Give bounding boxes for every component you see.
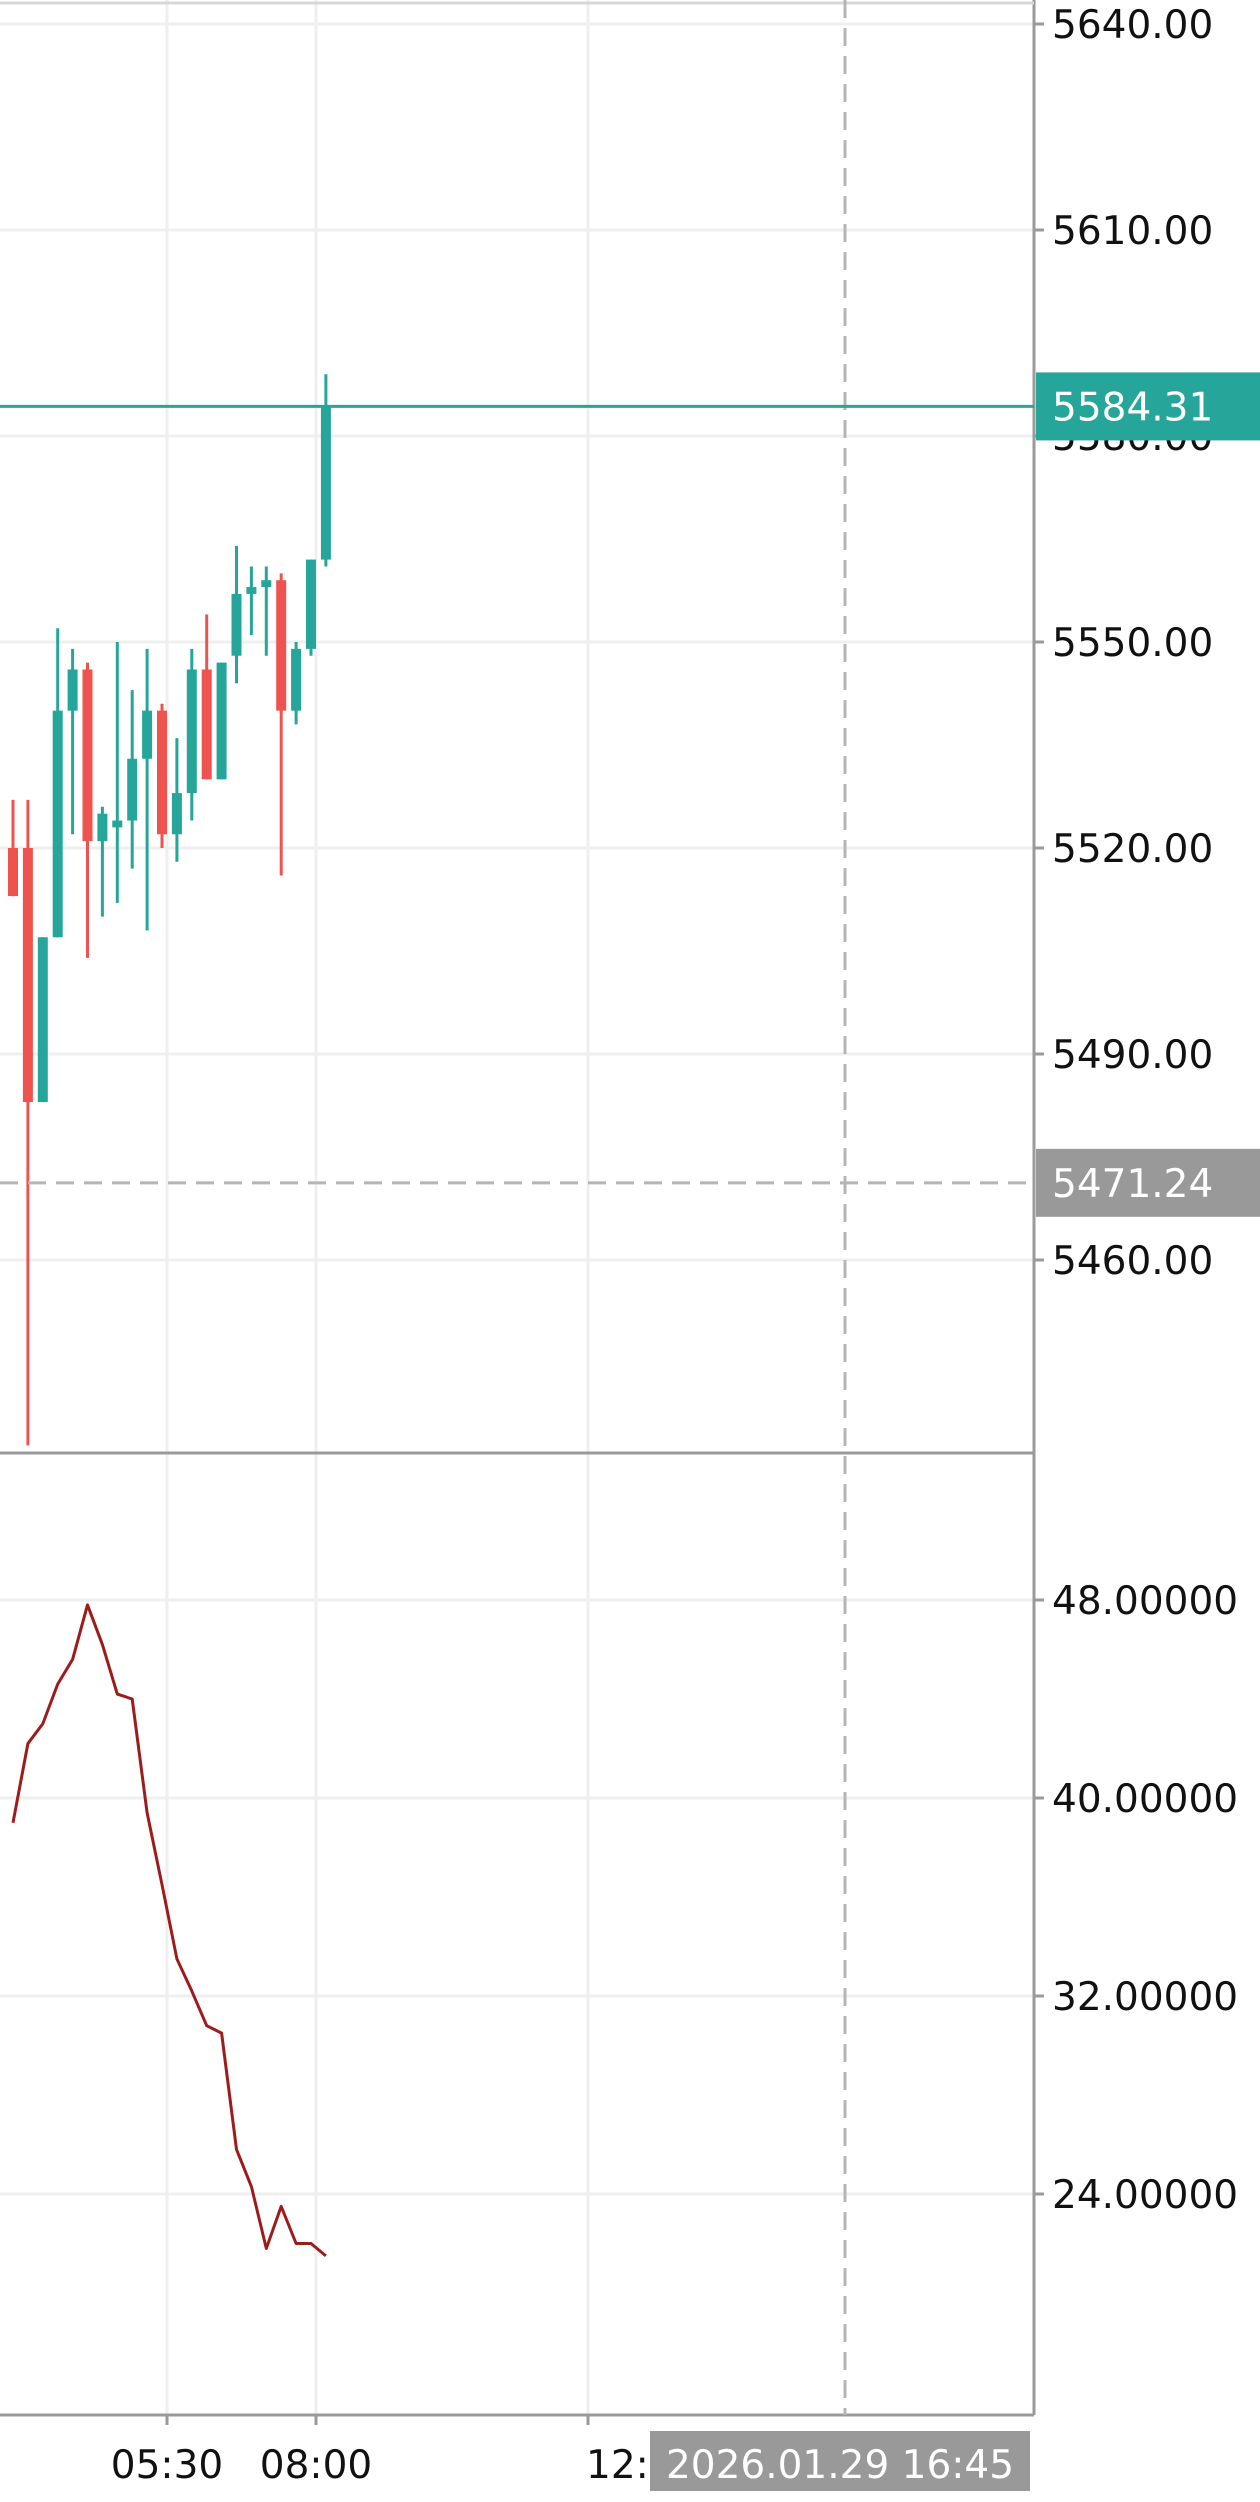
time-axis-tick-label: 05:30 bbox=[111, 2443, 223, 2488]
candle-body bbox=[67, 669, 78, 711]
candle-body bbox=[157, 710, 167, 835]
candle-body bbox=[142, 710, 153, 759]
candle-body bbox=[276, 580, 287, 711]
time-axis-tick-label: 12: bbox=[586, 2443, 649, 2488]
indicator-panel bbox=[11, 1603, 327, 2258]
price-axis-tick-label: 5610.00 bbox=[1052, 209, 1213, 254]
candle-body bbox=[306, 559, 316, 649]
candle-body bbox=[291, 648, 302, 711]
candle-body bbox=[320, 406, 331, 560]
candle-body bbox=[82, 669, 93, 842]
candle-body bbox=[127, 758, 138, 821]
candle-body bbox=[201, 669, 212, 780]
price-axis-tick-label: 5460.00 bbox=[1052, 1239, 1213, 1284]
indicator-axis-tick-label: 40.00000 bbox=[1052, 1777, 1238, 1822]
indicator-axis-tick-label: 48.00000 bbox=[1052, 1579, 1238, 1624]
candle-body bbox=[112, 820, 123, 828]
indicator-axis-tick-label: 24.00000 bbox=[1052, 2173, 1238, 2218]
axes: 5640.005610.005580.005550.005520.005490.… bbox=[0, 0, 1238, 2488]
time-axis-tick-label: 08:00 bbox=[260, 2443, 372, 2488]
candle-body bbox=[246, 587, 257, 594]
candle-body bbox=[22, 848, 33, 1103]
candle-body bbox=[216, 662, 227, 780]
crosshair-price-label: 5471.24 bbox=[1052, 1162, 1213, 1207]
price-axis-tick-label: 5550.00 bbox=[1052, 621, 1213, 666]
price-axis-tick-label: 5490.00 bbox=[1052, 1033, 1213, 1078]
candle-body bbox=[261, 580, 272, 588]
candle-body bbox=[186, 669, 197, 794]
crosshair-time-label-bg bbox=[650, 2431, 1030, 2491]
candle-body bbox=[231, 593, 242, 656]
candle-body bbox=[37, 937, 48, 1103]
indicator-axis-tick-label: 32.00000 bbox=[1052, 1975, 1238, 2020]
price-panel bbox=[8, 374, 331, 1446]
crosshair-price-label-bg bbox=[1036, 1148, 1260, 1217]
candle-body bbox=[97, 813, 108, 842]
candle-body bbox=[8, 848, 18, 897]
indicator-line bbox=[11, 1603, 327, 2258]
last-price-label: 5584.31 bbox=[1052, 385, 1213, 430]
candle-body bbox=[52, 710, 63, 938]
price-axis-tick-label: 5520.00 bbox=[1052, 827, 1213, 872]
crosshair-time-label: 2026.01.29 16:45 bbox=[666, 2443, 1014, 2488]
candle-body bbox=[171, 793, 182, 835]
grid bbox=[0, 0, 1034, 2415]
price-axis-tick-label: 5640.00 bbox=[1052, 3, 1213, 48]
last-price-label-bg bbox=[1036, 372, 1260, 441]
